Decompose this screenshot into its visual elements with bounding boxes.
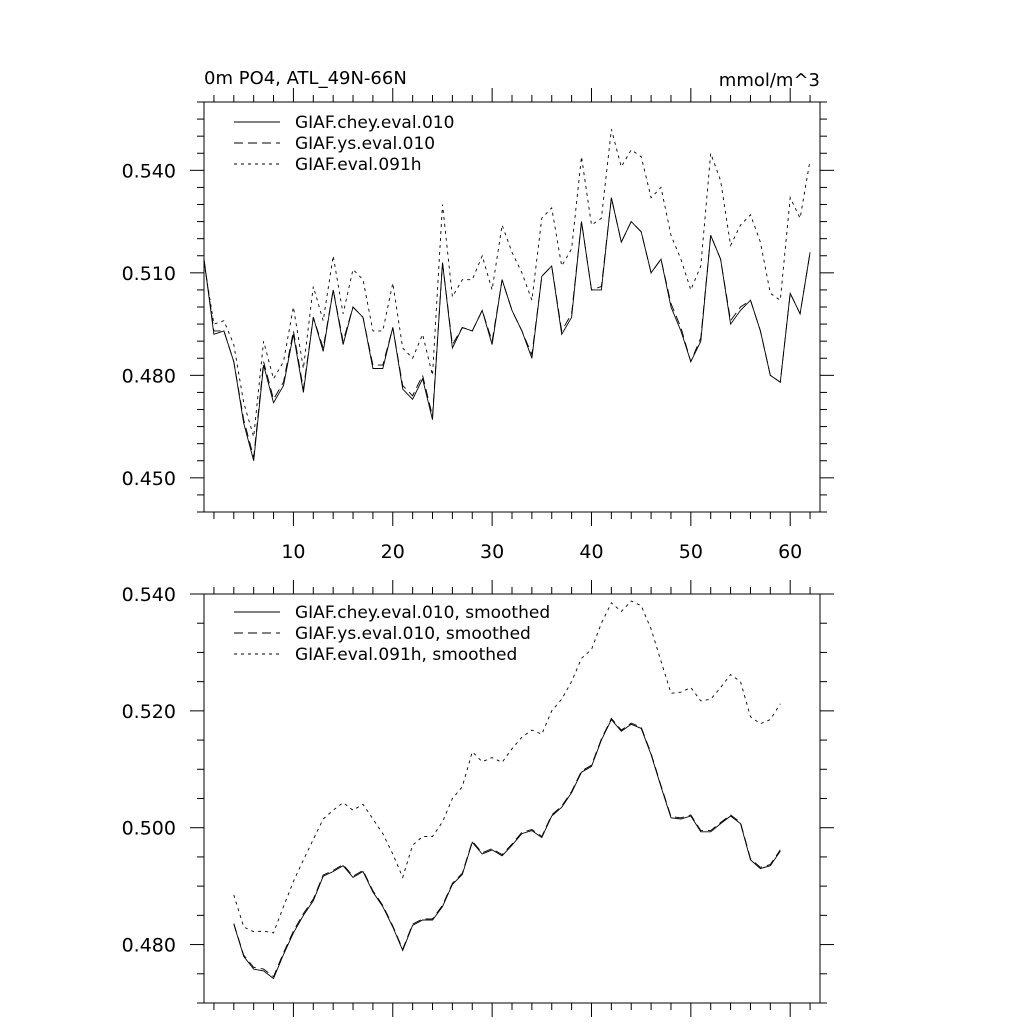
legend: GIAF.chey.eval.010GIAF.ys.eval.010GIAF.e… (234, 113, 454, 175)
y-tick-label: 0.540 (122, 584, 176, 606)
legend-label: GIAF.chey.eval.010, smoothed (295, 603, 550, 623)
y-tick-label: 0.450 (122, 468, 176, 490)
series-line-3 (233, 600, 781, 934)
legend: GIAF.chey.eval.010, smoothedGIAF.ys.eval… (234, 603, 550, 665)
x-tick-label: 20 (381, 541, 405, 563)
legend-label: GIAF.ys.eval.010, smoothed (295, 624, 531, 644)
y-tick-label: 0.480 (122, 935, 176, 957)
series-line-1 (233, 718, 781, 980)
x-tick-label: 40 (579, 541, 603, 563)
units-label: mmol/m^3 (719, 70, 820, 91)
y-tick-label: 0.500 (122, 818, 176, 840)
x-tick-label: 30 (480, 541, 504, 563)
bottom-plot: 0.480 0.500 0.520 0.540 GIAF.chey.eval.010, … (122, 580, 834, 1017)
x-tick-label: 10 (281, 541, 305, 563)
series-line-2 (233, 717, 781, 978)
legend-label: GIAF.ys.eval.010 (295, 134, 435, 154)
top-plot: 10 20 30 40 50 60 0.450 0.480 0.510 0.540 GIAF.che… (122, 68, 834, 563)
x-tick-label: 60 (778, 541, 802, 563)
plot-title: 0m PO4, ATL_49N-66N (204, 68, 407, 89)
series-line-2 (203, 197, 811, 458)
legend-label: GIAF.eval.091h (295, 155, 422, 175)
y-tick-label: 0.510 (122, 263, 176, 285)
legend-label: GIAF.chey.eval.010 (295, 113, 454, 133)
y-tick-label: 0.540 (122, 160, 176, 182)
x-tick-label: 50 (679, 541, 703, 563)
y-tick-label: 0.480 (122, 365, 176, 387)
series-line-3 (203, 129, 811, 437)
series-line-1 (203, 197, 811, 461)
y-tick-label: 0.520 (122, 701, 176, 723)
legend-label: GIAF.eval.091h, smoothed (295, 645, 517, 665)
